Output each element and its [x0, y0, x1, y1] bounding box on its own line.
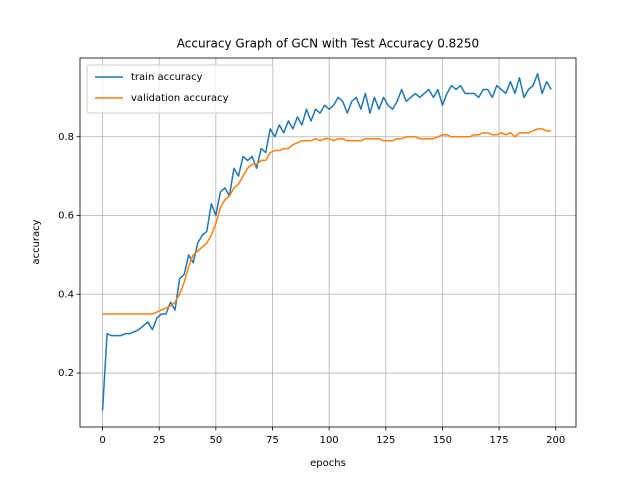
x-axis-label: epochs [310, 458, 346, 469]
legend-label: validation accuracy [131, 93, 229, 104]
x-tick-label: 200 [546, 435, 565, 446]
plot-frame [79, 57, 577, 428]
y-tick-label: 0.4 [58, 289, 74, 300]
x-tick-label: 75 [266, 435, 279, 446]
y-tick-label: 0.8 [58, 132, 74, 143]
legend-box [86, 64, 274, 114]
data-line [102, 128, 552, 315]
x-tick-label: 50 [209, 435, 222, 446]
x-tick-label: 125 [376, 435, 395, 446]
x-tick-label: 25 [153, 435, 166, 446]
y-tick-label: 0.2 [58, 368, 74, 379]
x-tick-label: 100 [320, 435, 339, 446]
chart-title: Accuracy Graph of GCN with Test Accuracy… [177, 37, 479, 51]
data-line [101, 73, 552, 411]
y-tick-label: 0.6 [58, 211, 74, 222]
x-tick-label: 175 [490, 435, 509, 446]
x-tick-label: 150 [433, 435, 452, 446]
legend-label: train accuracy [131, 72, 203, 83]
y-axis-label: accuracy [31, 219, 42, 264]
x-tick-label: 0 [99, 435, 105, 446]
